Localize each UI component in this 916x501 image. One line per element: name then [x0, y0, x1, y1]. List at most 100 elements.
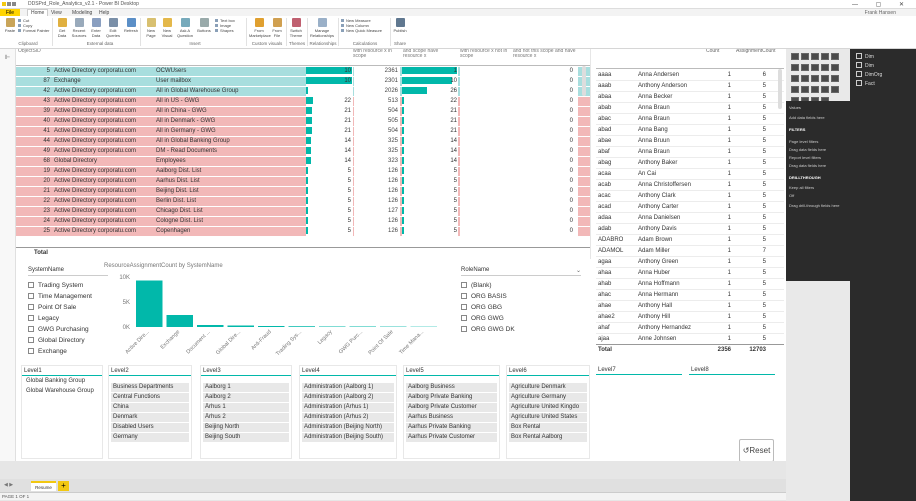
- format-painter-button[interactable]: Format Painter: [18, 28, 50, 33]
- enter-data-button[interactable]: Enter Data: [89, 18, 103, 38]
- checkbox[interactable]: [28, 348, 34, 354]
- column-header[interactable]: ObjectSID: [18, 49, 52, 64]
- chevron-down-icon[interactable]: ⌄: [576, 267, 581, 274]
- slicer-item[interactable]: Århus 2: [203, 413, 289, 422]
- slicer-item[interactable]: Aalborg 2: [203, 393, 289, 402]
- slicer-item[interactable]: Agriculture United States: [509, 413, 587, 422]
- visual-type-icon[interactable]: [811, 86, 819, 93]
- visual-type-icon[interactable]: [831, 86, 839, 93]
- slicer-item[interactable]: Global Directory: [28, 335, 108, 346]
- bar[interactable]: [228, 326, 255, 328]
- column-header[interactable]: with resource x in scope: [353, 49, 403, 64]
- add-page-button[interactable]: +: [58, 481, 69, 491]
- slicer-item[interactable]: Administration (Beijing South): [302, 433, 394, 442]
- field-table-item[interactable]: Dim: [856, 53, 874, 60]
- slicer-item[interactable]: Exchange: [28, 346, 108, 357]
- checkbox[interactable]: [28, 282, 34, 288]
- slicer-item[interactable]: Trading System: [28, 280, 108, 291]
- from-marketplace-button[interactable]: From Marketplace: [249, 18, 269, 38]
- slicer-item[interactable]: Germany: [111, 433, 189, 442]
- slicer-item[interactable]: Point Of Sale: [28, 302, 108, 313]
- slicer-item[interactable]: Global Banking Group: [24, 377, 100, 386]
- visual-type-icon[interactable]: [791, 64, 799, 71]
- manage-relationships-button[interactable]: Manage Relationships: [310, 18, 334, 38]
- visual-type-icon[interactable]: [831, 75, 839, 82]
- visual-icons[interactable]: [790, 52, 846, 107]
- slicer-item[interactable]: Disabled Users: [111, 423, 189, 432]
- slicer-item[interactable]: Global Warehouse Group: [24, 387, 100, 396]
- slicer-item[interactable]: Aarhus Private Banking: [406, 423, 497, 432]
- slicer-item[interactable]: Box Rental Aalborg: [509, 433, 587, 442]
- bar[interactable]: [258, 326, 285, 327]
- checkbox[interactable]: [461, 304, 467, 310]
- slicer-item[interactable]: Administration (Aalborg 1): [302, 383, 394, 392]
- bar[interactable]: [136, 281, 163, 328]
- page-tab-resume[interactable]: Resume: [31, 481, 56, 491]
- field-table-item[interactable]: Fact: [856, 80, 875, 87]
- refresh-button[interactable]: Refresh: [124, 18, 138, 33]
- visual-type-icon[interactable]: [791, 86, 799, 93]
- checkbox[interactable]: [28, 326, 34, 332]
- slicer-item[interactable]: (Blank): [461, 280, 581, 291]
- switch-theme-button[interactable]: Switch Theme: [288, 18, 304, 38]
- slicer-item[interactable]: Agriculture Germany: [509, 393, 587, 402]
- role-assignment-table[interactable]: ObjectSID with resource x in scope and s…: [16, 49, 591, 259]
- slicer-item[interactable]: Aalborg Business: [406, 383, 497, 392]
- new-visual-button[interactable]: New Visual: [160, 18, 174, 38]
- undo-icon[interactable]: [12, 2, 16, 6]
- slicer-item[interactable]: Agriculture United Kingdo: [509, 403, 587, 412]
- window-controls[interactable]: — ▢ ✕: [852, 1, 912, 8]
- slicer-item[interactable]: ORG GWG DK: [461, 324, 581, 335]
- field-table-item[interactable]: Dim: [856, 62, 874, 69]
- slicer-item[interactable]: GWG Purchasing: [28, 324, 108, 335]
- slicer-item[interactable]: Aarhus Business: [406, 413, 497, 422]
- publish-button[interactable]: Publish: [393, 18, 407, 33]
- slicer-item[interactable]: Aalborg Private Customer: [406, 403, 497, 412]
- slicer-item[interactable]: Aalborg Private Banking: [406, 393, 497, 402]
- visual-type-icon[interactable]: [821, 53, 829, 60]
- new-quick-measure-button[interactable]: New Quick Measure: [341, 28, 389, 33]
- slicer-item[interactable]: Time Management: [28, 291, 108, 302]
- column-header[interactable]: Count: [706, 49, 728, 54]
- visual-type-icon[interactable]: [821, 75, 829, 82]
- slicer-item[interactable]: Aarhus Private Customer: [406, 433, 497, 442]
- ask-question-button[interactable]: Ask A Question: [176, 18, 194, 38]
- slicer-item[interactable]: ORG GWG: [461, 313, 581, 324]
- checkbox[interactable]: [461, 315, 467, 321]
- page-nav-arrows[interactable]: ◀ ▶: [4, 482, 13, 488]
- visual-type-icon[interactable]: [811, 53, 819, 60]
- visual-type-icon[interactable]: [811, 75, 819, 82]
- column-header[interactable]: and not this scope and have resource x: [513, 49, 583, 64]
- checkbox[interactable]: [28, 304, 34, 310]
- slicer-item[interactable]: Administration (Beijing North): [302, 423, 394, 432]
- get-data-button[interactable]: Get Data: [55, 18, 69, 38]
- visual-type-icon[interactable]: [821, 64, 829, 71]
- bar-chart[interactable]: ResourceAssignmentCount by SystemName 10…: [104, 263, 454, 363]
